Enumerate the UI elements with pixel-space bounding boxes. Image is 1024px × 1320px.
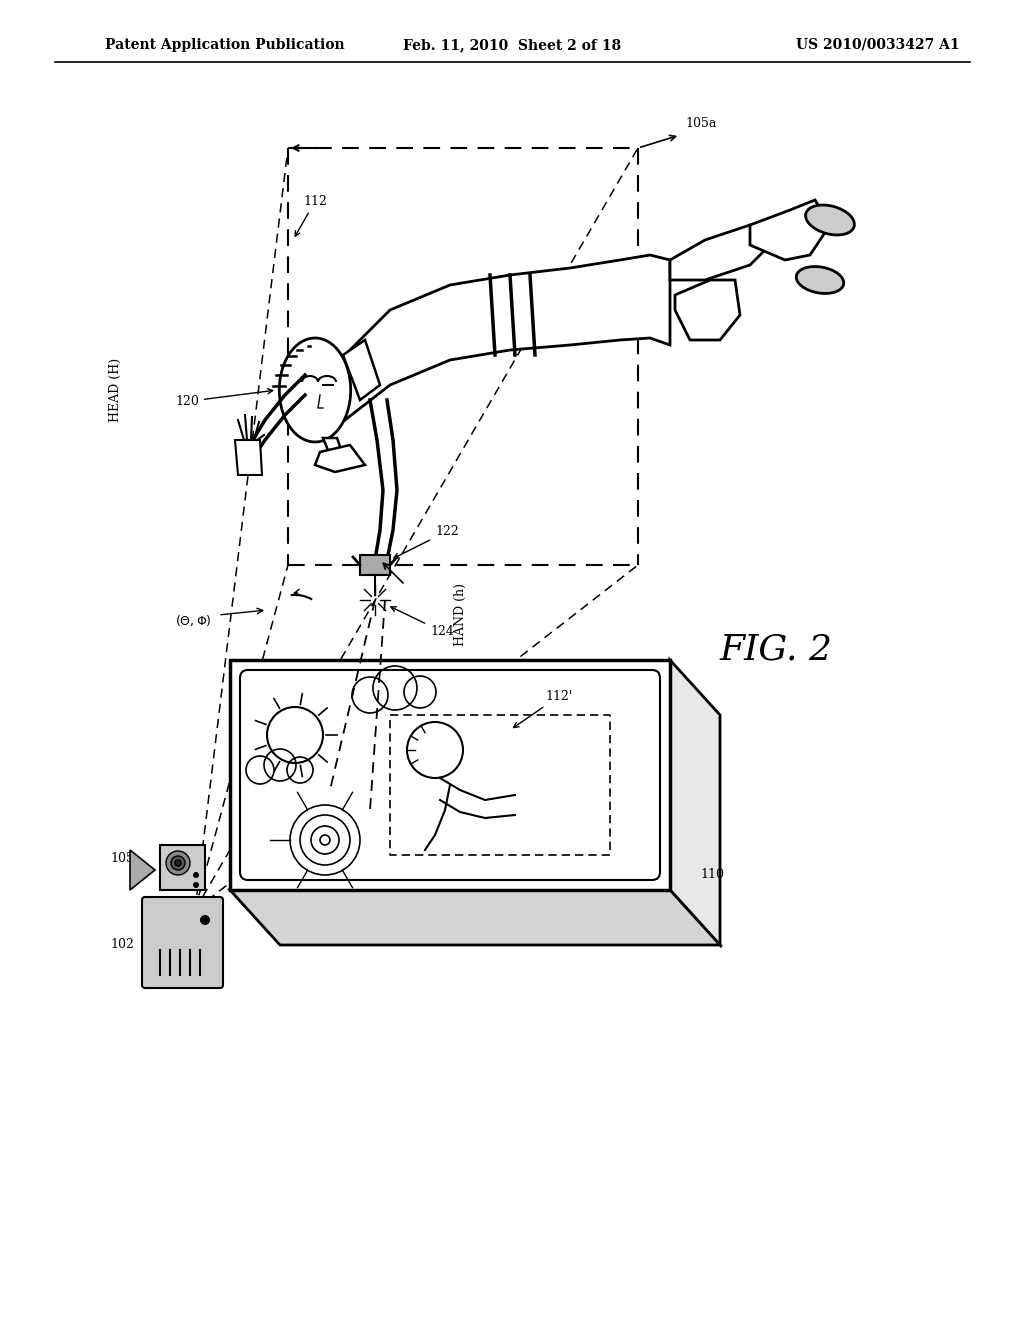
Text: $(\Theta,\Phi)$: $(\Theta,\Phi)$: [175, 612, 212, 627]
Polygon shape: [230, 890, 720, 945]
Polygon shape: [343, 341, 380, 400]
Polygon shape: [750, 201, 830, 260]
Polygon shape: [130, 850, 155, 890]
Circle shape: [200, 915, 210, 925]
Polygon shape: [675, 280, 740, 341]
Polygon shape: [230, 660, 670, 890]
Circle shape: [171, 855, 185, 870]
Text: 120: 120: [175, 388, 272, 408]
Text: FIG. 2: FIG. 2: [720, 634, 833, 667]
Ellipse shape: [806, 205, 854, 235]
Text: 124: 124: [391, 607, 454, 638]
Text: Patent Application Publication: Patent Application Publication: [105, 38, 345, 51]
Circle shape: [193, 882, 199, 888]
Circle shape: [193, 873, 199, 878]
Ellipse shape: [797, 267, 844, 293]
Polygon shape: [670, 660, 720, 945]
Polygon shape: [315, 445, 365, 473]
Text: HEAD (H): HEAD (H): [109, 358, 122, 422]
FancyBboxPatch shape: [142, 898, 223, 987]
Polygon shape: [670, 224, 770, 280]
Text: 112: 112: [295, 195, 327, 236]
Polygon shape: [360, 554, 390, 576]
Text: 110: 110: [700, 869, 724, 882]
Text: HAND (h): HAND (h): [454, 583, 467, 647]
Polygon shape: [234, 440, 262, 475]
Text: US 2010/0033427 A1: US 2010/0033427 A1: [797, 38, 961, 51]
Text: 105: 105: [110, 851, 134, 865]
Polygon shape: [280, 338, 350, 442]
Circle shape: [175, 861, 181, 866]
Text: 102: 102: [110, 939, 134, 952]
Polygon shape: [323, 438, 343, 455]
FancyBboxPatch shape: [240, 671, 660, 880]
Text: 122: 122: [394, 525, 459, 558]
Circle shape: [166, 851, 190, 875]
Polygon shape: [345, 255, 670, 420]
Polygon shape: [160, 845, 205, 890]
Text: Feb. 11, 2010  Sheet 2 of 18: Feb. 11, 2010 Sheet 2 of 18: [402, 38, 622, 51]
Text: 105a: 105a: [685, 117, 717, 129]
Text: 112': 112': [514, 690, 572, 727]
